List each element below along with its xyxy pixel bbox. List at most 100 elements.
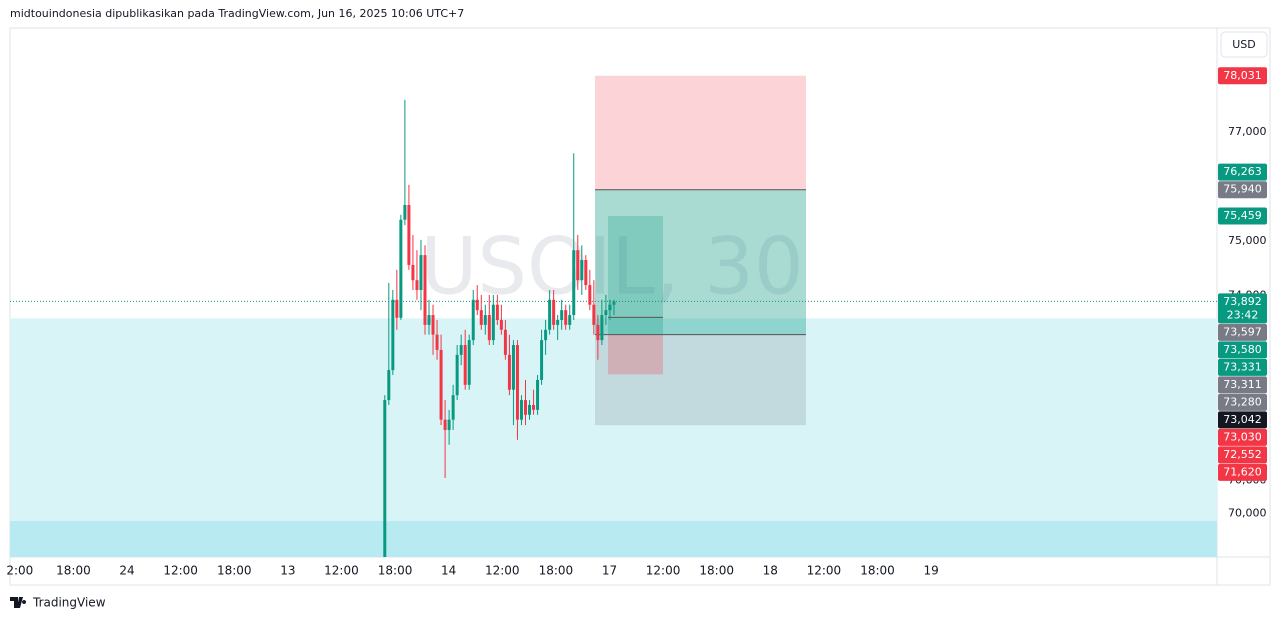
candle-body (540, 340, 544, 380)
candle-body (399, 219, 403, 318)
price-tag-label: 73,311 (1223, 378, 1262, 391)
x-tick-label: 24 (119, 564, 134, 578)
x-tick-label: 12:00 (324, 564, 359, 578)
candle-body (592, 304, 596, 325)
candle-body (407, 204, 411, 265)
candle-body (443, 419, 447, 431)
candle-body (391, 299, 395, 371)
candle-body (455, 354, 459, 396)
candle-body (519, 400, 523, 420)
x-tick-label: 18:00 (699, 564, 734, 578)
candle-body (568, 315, 572, 325)
candle-body (395, 299, 399, 318)
footer: TradingView (32, 596, 106, 610)
x-tick-label: 12:00 (807, 564, 842, 578)
price-tag-label: 73,597 (1223, 325, 1262, 338)
price-tag (1218, 341, 1267, 359)
candle-body (523, 400, 527, 415)
plot: USOIL, 30CFDs on Minyak Mentah (WTI) 70,0… (6, 67, 1267, 578)
candle-body (604, 310, 608, 316)
watermark-symbol: USOIL, 30 (420, 222, 803, 312)
price-tag-label: 78,031 (1223, 69, 1262, 82)
candle-body (499, 319, 503, 330)
price-tag (1218, 67, 1267, 85)
price-tag (1218, 411, 1267, 429)
x-tick-label: 18 (763, 564, 778, 578)
candle-body (471, 299, 475, 341)
inner-stop-zone (608, 334, 663, 375)
candle-body (467, 340, 471, 385)
price-tag (1218, 207, 1267, 225)
inner-target-zone (608, 215, 663, 335)
candle-body (383, 400, 387, 557)
candle-body (427, 315, 431, 325)
candle-body (532, 404, 536, 410)
x-tick-label: 12:00 (485, 564, 520, 578)
x-tick-label: 12:00 (163, 564, 198, 578)
candle-body (463, 345, 467, 385)
logo-icon (10, 597, 27, 608)
plot-area: USOIL, 30CFDs on Minyak Mentah (WTI) (10, 75, 1217, 557)
price-tag-label: 72,552 (1223, 448, 1262, 461)
y-tick-label: 75,000 (1228, 234, 1267, 247)
candle-body (536, 379, 540, 410)
candle-body (431, 315, 435, 335)
price-tag (1218, 463, 1267, 481)
currency[interactable]: USD (1232, 38, 1256, 51)
x-tick-label: 18:00 (539, 564, 574, 578)
zone-band (10, 318, 1217, 557)
price-tag-label: 73,892 (1223, 295, 1262, 308)
x-tick-label: 2:00 (6, 564, 33, 578)
candle-body (487, 315, 491, 341)
candle-body (479, 310, 483, 325)
candle-body (411, 264, 415, 281)
price-tag (1218, 293, 1267, 324)
zone-band-dark (10, 521, 1217, 557)
candle-body (511, 345, 515, 390)
candle-body (507, 354, 511, 390)
x-tick-label: 18:00 (56, 564, 91, 578)
candle-body (415, 280, 419, 290)
candle-body (560, 310, 564, 320)
candle-body (495, 304, 499, 320)
candle-body (608, 304, 612, 311)
candle-body (528, 404, 532, 415)
currency-button[interactable] (1220, 31, 1268, 58)
candle-body (584, 260, 588, 286)
price-tag-label: 73,331 (1223, 360, 1262, 373)
price-tag (1218, 163, 1267, 181)
candle-body (451, 395, 455, 420)
price-tag (1218, 358, 1267, 376)
candle-body (576, 250, 580, 281)
candle-body (552, 299, 556, 325)
price-tag (1218, 446, 1267, 464)
candle-body (600, 315, 604, 341)
candle-body (419, 255, 423, 290)
price-tag-label: 73,280 (1223, 395, 1262, 408)
price-tag (1218, 376, 1267, 394)
price-tag (1218, 181, 1267, 199)
candle-body (612, 301, 616, 305)
candle-body (548, 299, 552, 330)
price-tag (1218, 428, 1267, 446)
candle-body (435, 334, 439, 350)
y-tick-label: 70,000 (1228, 506, 1267, 519)
extension-zone (595, 334, 806, 426)
candle-body (572, 250, 576, 316)
x-tick-label: 18:00 (860, 564, 895, 578)
x-tick-label: 12:00 (646, 564, 681, 578)
candle-body (564, 310, 568, 325)
frame (9, 27, 1271, 586)
candle-body (439, 349, 443, 420)
x-tick-label: 17 (602, 564, 617, 578)
candle-body (544, 329, 548, 341)
price-tag-label: 73,580 (1223, 343, 1262, 356)
price-tag-label: 73,030 (1223, 430, 1262, 443)
candle-body (423, 255, 427, 325)
candle-body (556, 319, 560, 325)
candle-body (491, 304, 495, 341)
price-tag-label: 71,620 (1223, 465, 1262, 478)
candle-body (580, 260, 584, 281)
